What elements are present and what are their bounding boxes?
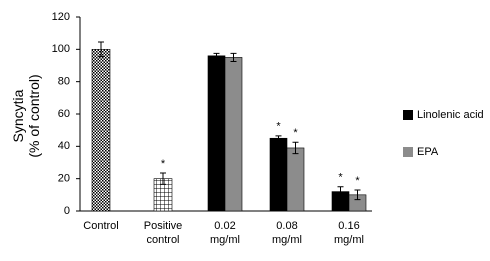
error-bar <box>337 186 344 197</box>
error-bar <box>230 52 237 62</box>
bar <box>286 147 305 212</box>
y-tick-label: 80 <box>58 76 70 88</box>
significance-label: * <box>355 175 360 187</box>
error-bar <box>354 189 361 201</box>
y-tick-label: 40 <box>58 140 70 152</box>
bar <box>269 137 288 212</box>
bar <box>91 49 111 212</box>
legend-swatch <box>403 110 413 120</box>
legend-swatch <box>403 147 413 157</box>
x-tick-label: 0.02 mg/ml <box>210 220 240 246</box>
legend-label: EPA <box>417 146 439 158</box>
x-tick-label: Positive control <box>143 220 183 246</box>
y-axis-label: Syncytia (% of control) <box>10 74 42 158</box>
x-tick-label: 0.16 mg/ml <box>334 220 364 246</box>
legend-label: Linolenic acid <box>417 109 484 121</box>
bar <box>224 57 243 212</box>
y-tick-label: 0 <box>64 205 70 217</box>
error-bar <box>292 141 299 155</box>
error-bar <box>98 41 104 58</box>
y-tick-label: 20 <box>58 173 70 185</box>
x-tick-label: 0.08 mg/ml <box>272 220 302 246</box>
significance-label: * <box>338 172 343 184</box>
error-bar <box>275 135 282 142</box>
y-tick-label: 60 <box>58 108 70 120</box>
x-tick-label: Control <box>83 220 119 232</box>
significance-label: * <box>161 158 166 170</box>
y-tick-label: 100 <box>52 43 70 55</box>
bar <box>207 55 226 212</box>
error-bar <box>160 172 166 185</box>
significance-label: * <box>293 127 298 139</box>
significance-label: * <box>276 121 281 133</box>
error-bar <box>213 52 220 59</box>
y-tick-label: 120 <box>52 11 70 23</box>
